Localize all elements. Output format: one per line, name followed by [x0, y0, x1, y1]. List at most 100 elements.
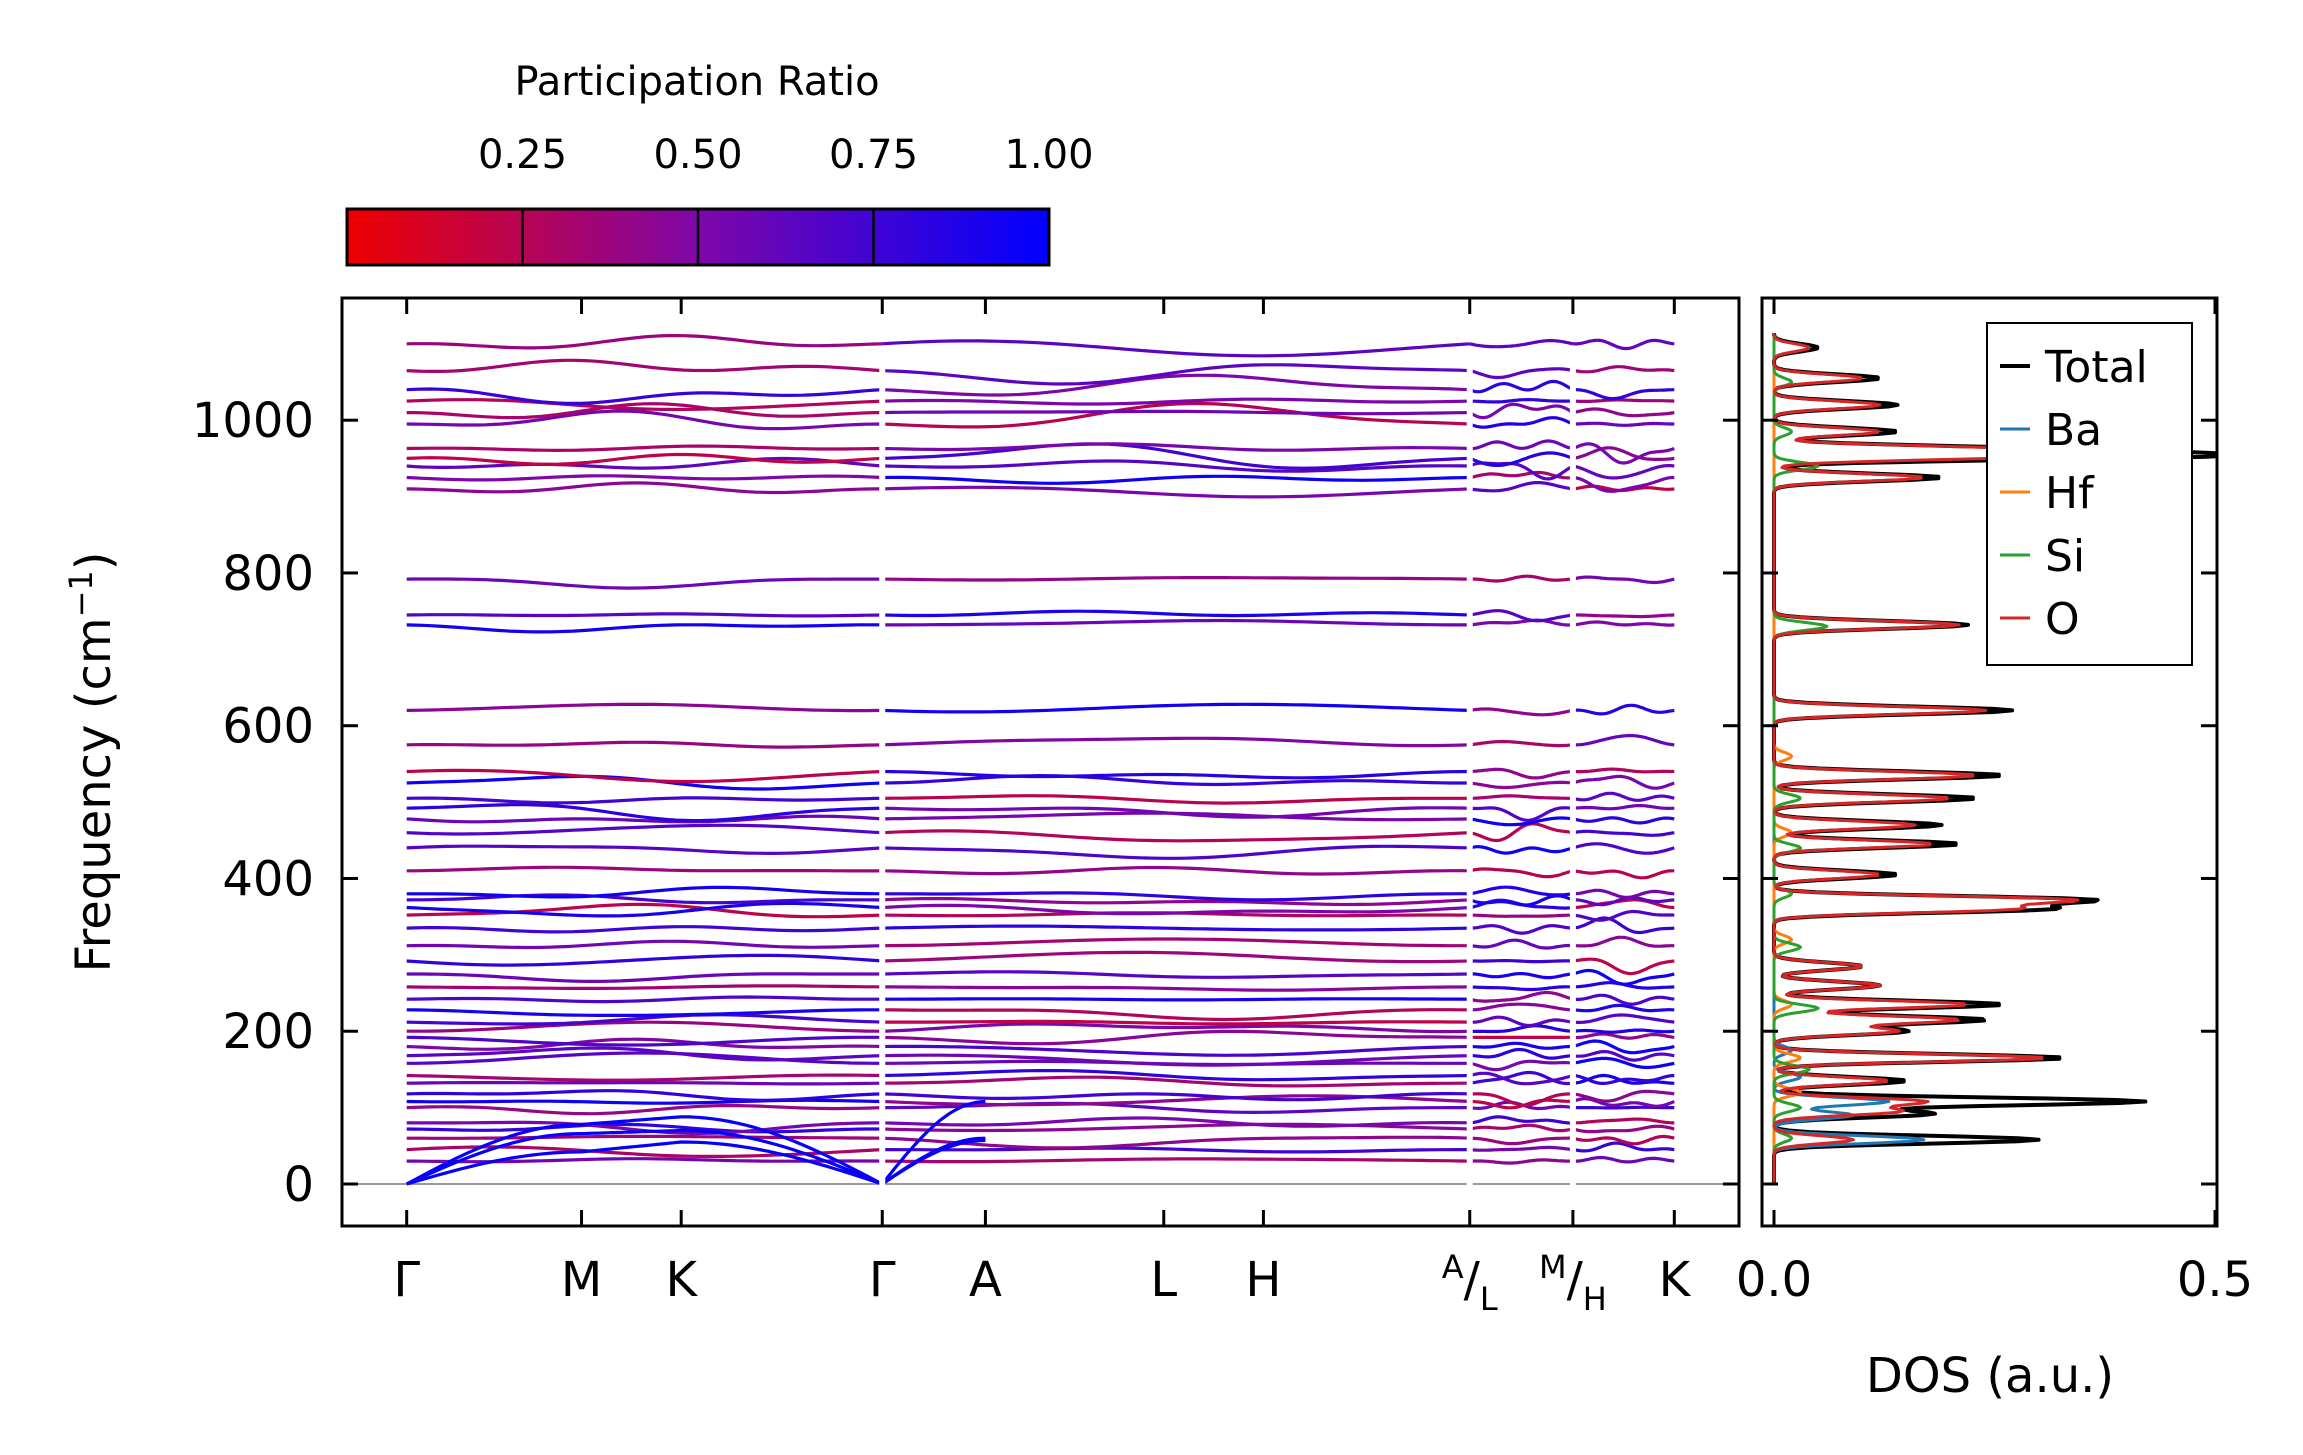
optical-band	[882, 896, 1470, 907]
optical-band	[1469, 985, 1573, 992]
optical-band	[1469, 867, 1574, 879]
optical-band	[882, 1029, 1470, 1046]
optical-band	[1469, 1047, 1573, 1060]
optical-band	[1572, 791, 1675, 802]
band-ytick-label: 600	[222, 699, 314, 755]
optical-band	[406, 474, 883, 482]
optical-band	[882, 937, 1470, 948]
optical-band	[1572, 957, 1675, 976]
optical-band	[882, 1146, 1470, 1154]
optical-band	[1469, 990, 1574, 1003]
optical-band	[882, 950, 1470, 964]
optical-band	[1572, 909, 1675, 922]
optical-band	[1572, 774, 1675, 790]
optical-band	[1469, 1015, 1574, 1028]
acoustic-3-branch	[881, 1099, 986, 1185]
optical-band	[406, 796, 883, 805]
optical-band	[1572, 338, 1675, 351]
optical-band	[1469, 1059, 1574, 1072]
optical-band	[1469, 379, 1574, 394]
acoustic-1-branch	[406, 1140, 883, 1186]
optical-band	[1469, 913, 1573, 918]
optical-band	[1572, 1003, 1675, 1013]
band-xtick-label: K	[665, 1252, 698, 1308]
legend-label-o: O	[2045, 594, 2080, 645]
legend-label-total: Total	[2044, 342, 2148, 393]
optical-band	[1572, 1056, 1675, 1070]
band-ytick-label: 800	[222, 546, 314, 602]
optical-band	[406, 702, 883, 713]
optical-band	[1469, 707, 1574, 717]
optical-band	[406, 409, 883, 431]
colorbar: Participation Ratio 0.25 0.50 0.75 1.00	[345, 59, 1094, 267]
band-y-axis-title: Frequency (cm−1)	[62, 551, 122, 972]
optical-band	[882, 618, 1470, 627]
optical-band	[882, 397, 1470, 406]
optical-band	[406, 972, 883, 984]
dos-xtick-label: 0.0	[1736, 1252, 1812, 1308]
optical-band	[1572, 421, 1675, 427]
optical-band	[406, 444, 883, 453]
optical-band	[1572, 803, 1675, 811]
optical-band	[1469, 780, 1574, 790]
optical-band	[882, 363, 1470, 386]
optical-band	[882, 409, 1470, 416]
band-xtick-label: Γ	[393, 1252, 420, 1308]
optical-band	[1469, 885, 1574, 897]
optical-band	[1572, 898, 1675, 910]
optical-band	[882, 1019, 1470, 1026]
band-xtick-label: H	[1245, 1252, 1281, 1308]
optical-band	[1572, 1028, 1675, 1034]
optical-band	[1572, 1089, 1675, 1103]
optical-band	[882, 401, 1470, 429]
optical-band	[882, 736, 1470, 748]
optical-band	[882, 844, 1470, 860]
optical-band	[1572, 993, 1675, 1006]
optical-band	[1572, 842, 1675, 855]
band-ytick-label: 1000	[192, 393, 314, 449]
optical-band	[406, 774, 883, 791]
optical-band	[1572, 703, 1675, 716]
optical-band	[1469, 1002, 1573, 1012]
optical-band	[882, 1157, 1470, 1164]
optical-band	[1572, 464, 1675, 480]
optical-band	[406, 803, 883, 823]
colorbar-title: Participation Ratio	[514, 59, 879, 105]
optical-band	[406, 844, 883, 856]
optical-band	[1572, 935, 1675, 948]
optical-band	[406, 1080, 883, 1086]
optical-band	[882, 1053, 1470, 1067]
optical-band	[1572, 767, 1675, 774]
optical-band	[1469, 767, 1574, 780]
acoustic-2-branch	[406, 1128, 883, 1186]
optical-band	[1469, 845, 1574, 855]
optical-band	[882, 891, 1470, 902]
colorbar-tick-label: 1.00	[1004, 132, 1093, 178]
optical-band	[406, 1122, 883, 1134]
acoustic-2-branch	[881, 1136, 986, 1186]
legend-label-si: Si	[2045, 531, 2085, 582]
optical-band	[1572, 888, 1675, 900]
dos-series-o	[1772, 333, 2090, 1186]
optical-band	[1469, 618, 1573, 627]
optical-band	[406, 1098, 883, 1105]
optical-band	[1469, 439, 1574, 451]
optical-band	[1572, 475, 1675, 493]
optical-band	[1572, 1039, 1675, 1055]
band-structure-panel: 0 200 400 600 800 1000 Γ M K Γ A L H A/L M/H K Frequen…	[62, 296, 1741, 1318]
optical-band	[406, 1073, 883, 1082]
optical-band	[1572, 1013, 1675, 1025]
optical-band	[1469, 1158, 1573, 1165]
dos-x-axis-title: DOS (a.u.)	[1866, 1348, 2114, 1404]
optical-band	[1469, 794, 1573, 800]
optical-band	[1469, 398, 1573, 404]
optical-band	[1469, 367, 1574, 380]
optical-band	[1572, 398, 1675, 403]
optical-band	[1572, 829, 1675, 837]
band-xtick-label: Γ	[869, 1252, 896, 1308]
band-xtick-label: A/L	[1442, 1248, 1498, 1318]
optical-band	[1469, 923, 1573, 935]
optical-band	[882, 609, 1470, 618]
optical-band	[1469, 1041, 1573, 1050]
optical-band	[406, 612, 883, 618]
